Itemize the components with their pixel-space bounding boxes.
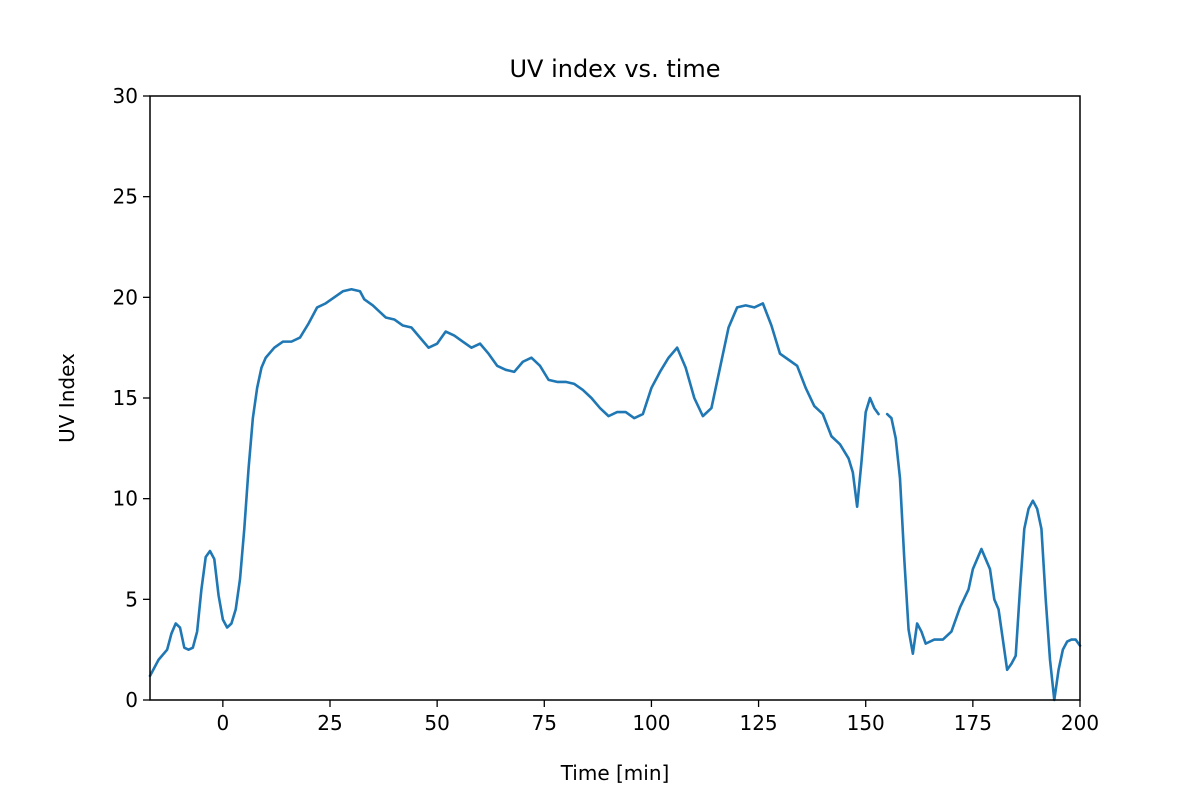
- x-tick-label: 100: [632, 711, 670, 735]
- plot-marks: [148, 287, 1082, 702]
- y-tick-label: 5: [125, 587, 138, 611]
- x-tick-label: 0: [216, 711, 229, 735]
- y-tick-label: 0: [125, 688, 138, 712]
- x-tick-label: 75: [532, 711, 557, 735]
- x-tick-label: 25: [317, 711, 342, 735]
- x-tick-label: 175: [954, 711, 992, 735]
- x-tick-label: 150: [847, 711, 885, 735]
- y-tick-label: 25: [113, 185, 138, 209]
- x-tick-label: 50: [424, 711, 449, 735]
- chart-title: UV index vs. time: [509, 55, 720, 83]
- x-tick-label: 200: [1061, 711, 1099, 735]
- y-axis: 0 5 10 15 20 25 30: [113, 84, 150, 712]
- x-axis-title: Time [min]: [560, 761, 670, 785]
- uv-series-line-segment-2: [885, 412, 1082, 702]
- y-tick-label: 10: [113, 487, 138, 511]
- y-tick-label: 20: [113, 285, 138, 309]
- y-axis-title: UV Index: [55, 353, 79, 443]
- y-tick-label: 15: [113, 386, 138, 410]
- uv-series-line-segment-1: [148, 287, 880, 678]
- x-tick-label: 125: [739, 711, 777, 735]
- y-tick-label: 30: [113, 84, 138, 108]
- x-axis: 0 25 50 75 100 125 150 175 200: [216, 700, 1099, 735]
